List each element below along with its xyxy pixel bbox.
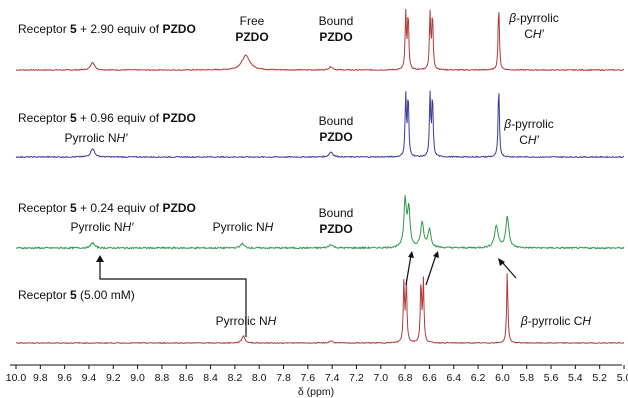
nh-label-3: Pyrrolic NH <box>213 220 274 234</box>
shift-arrow-1-head <box>408 251 414 258</box>
x-tick-label: 6.4 <box>446 372 461 384</box>
x-tick-label: 9.2 <box>106 372 121 384</box>
nh-shift-arrowhead <box>96 255 104 262</box>
spectrum-trace-3 <box>15 195 625 250</box>
nh-shift-arrow <box>99 260 247 337</box>
x-tick-label: 8.0 <box>252 372 267 384</box>
free-label: Free <box>240 14 265 28</box>
x-tick-label: 5.4 <box>568 372 583 384</box>
bound-label-3: Bound <box>319 206 354 220</box>
x-tick-label: 6.8 <box>398 372 413 384</box>
x-tick-label: 8.6 <box>179 372 194 384</box>
x-tick-label: 6.6 <box>422 372 437 384</box>
spectra-traces <box>15 8 625 345</box>
x-tick-label: 5.0 <box>617 372 628 384</box>
x-tick-label: 7.4 <box>325 372 340 384</box>
x-tick-label: 10.0 <box>6 372 27 384</box>
bound-pzdo-label-3: PZDO <box>319 222 352 236</box>
bound-pzdo-label-2: PZDO <box>319 130 352 144</box>
x-tick-label: 9.4 <box>82 372 97 384</box>
beta-ch-label-4: β-pyrrolic CH <box>520 314 592 328</box>
ch-label-1: CH′ <box>524 27 544 41</box>
shift-arrow-3 <box>501 261 517 279</box>
free-pzdo-label: PZDO <box>235 30 268 44</box>
x-tick-label: 7.8 <box>276 372 291 384</box>
trace3-label: Receptor 5 + 0.24 equiv of PZDO <box>18 201 196 215</box>
spectrum-trace-1 <box>15 8 625 72</box>
beta-label-2: β-pyrrolic <box>503 117 554 131</box>
shift-arrow-3-head <box>498 258 505 266</box>
x-tick-label: 6.2 <box>471 372 486 384</box>
x-tick-label: 9.8 <box>33 372 48 384</box>
nh-prime-label-2: Pyrrolic NH′ <box>65 131 129 145</box>
beta-label-1: β-pyrrolic <box>508 11 559 25</box>
x-tick-label: 5.8 <box>519 372 534 384</box>
x-tick-label: 8.2 <box>228 372 243 384</box>
trace1-label: Receptor 5 + 2.90 equiv of PZDO <box>18 22 196 36</box>
shift-arrows <box>96 251 517 337</box>
x-tick-label: 7.0 <box>373 372 388 384</box>
x-axis-ticks: 10.0 9.8 9.6 9.4 9.2 9.0 8.8 8.6 8.4 8.2 8.0 7.8 7.6… <box>6 365 628 384</box>
x-tick-label: 8.4 <box>203 372 218 384</box>
x-tick-label: 6.0 <box>495 372 510 384</box>
x-tick-label: 9.0 <box>130 372 145 384</box>
bound-label-1: Bound <box>319 14 354 28</box>
bound-label-2: Bound <box>319 114 354 128</box>
x-tick-label: 5.2 <box>592 372 607 384</box>
x-tick-label: 8.8 <box>155 372 170 384</box>
x-tick-label: 5.6 <box>544 372 559 384</box>
nh-prime-label-3: Pyrrolic NH′ <box>71 220 135 234</box>
x-tick-label: 7.6 <box>301 372 316 384</box>
shift-arrow-1 <box>405 254 412 286</box>
trace2-label: Receptor 5 + 0.96 equiv of PZDO <box>18 111 196 125</box>
trace4-label: Receptor 5 (5.00 mM) <box>18 288 135 302</box>
shift-arrow-2-head <box>433 251 439 258</box>
spectrum-trace-2 <box>15 90 625 159</box>
x-tick-label: 7.2 <box>349 372 364 384</box>
nh-label-4: Pyrrolic NH <box>216 314 277 328</box>
ch-label-2: CH′ <box>519 133 539 147</box>
x-axis-label: δ (ppm) <box>298 386 334 398</box>
shift-arrow-2 <box>425 254 437 286</box>
x-tick-label: 9.6 <box>57 372 72 384</box>
spectrum-trace-4 <box>15 273 625 345</box>
bound-pzdo-label-1: PZDO <box>319 30 352 44</box>
